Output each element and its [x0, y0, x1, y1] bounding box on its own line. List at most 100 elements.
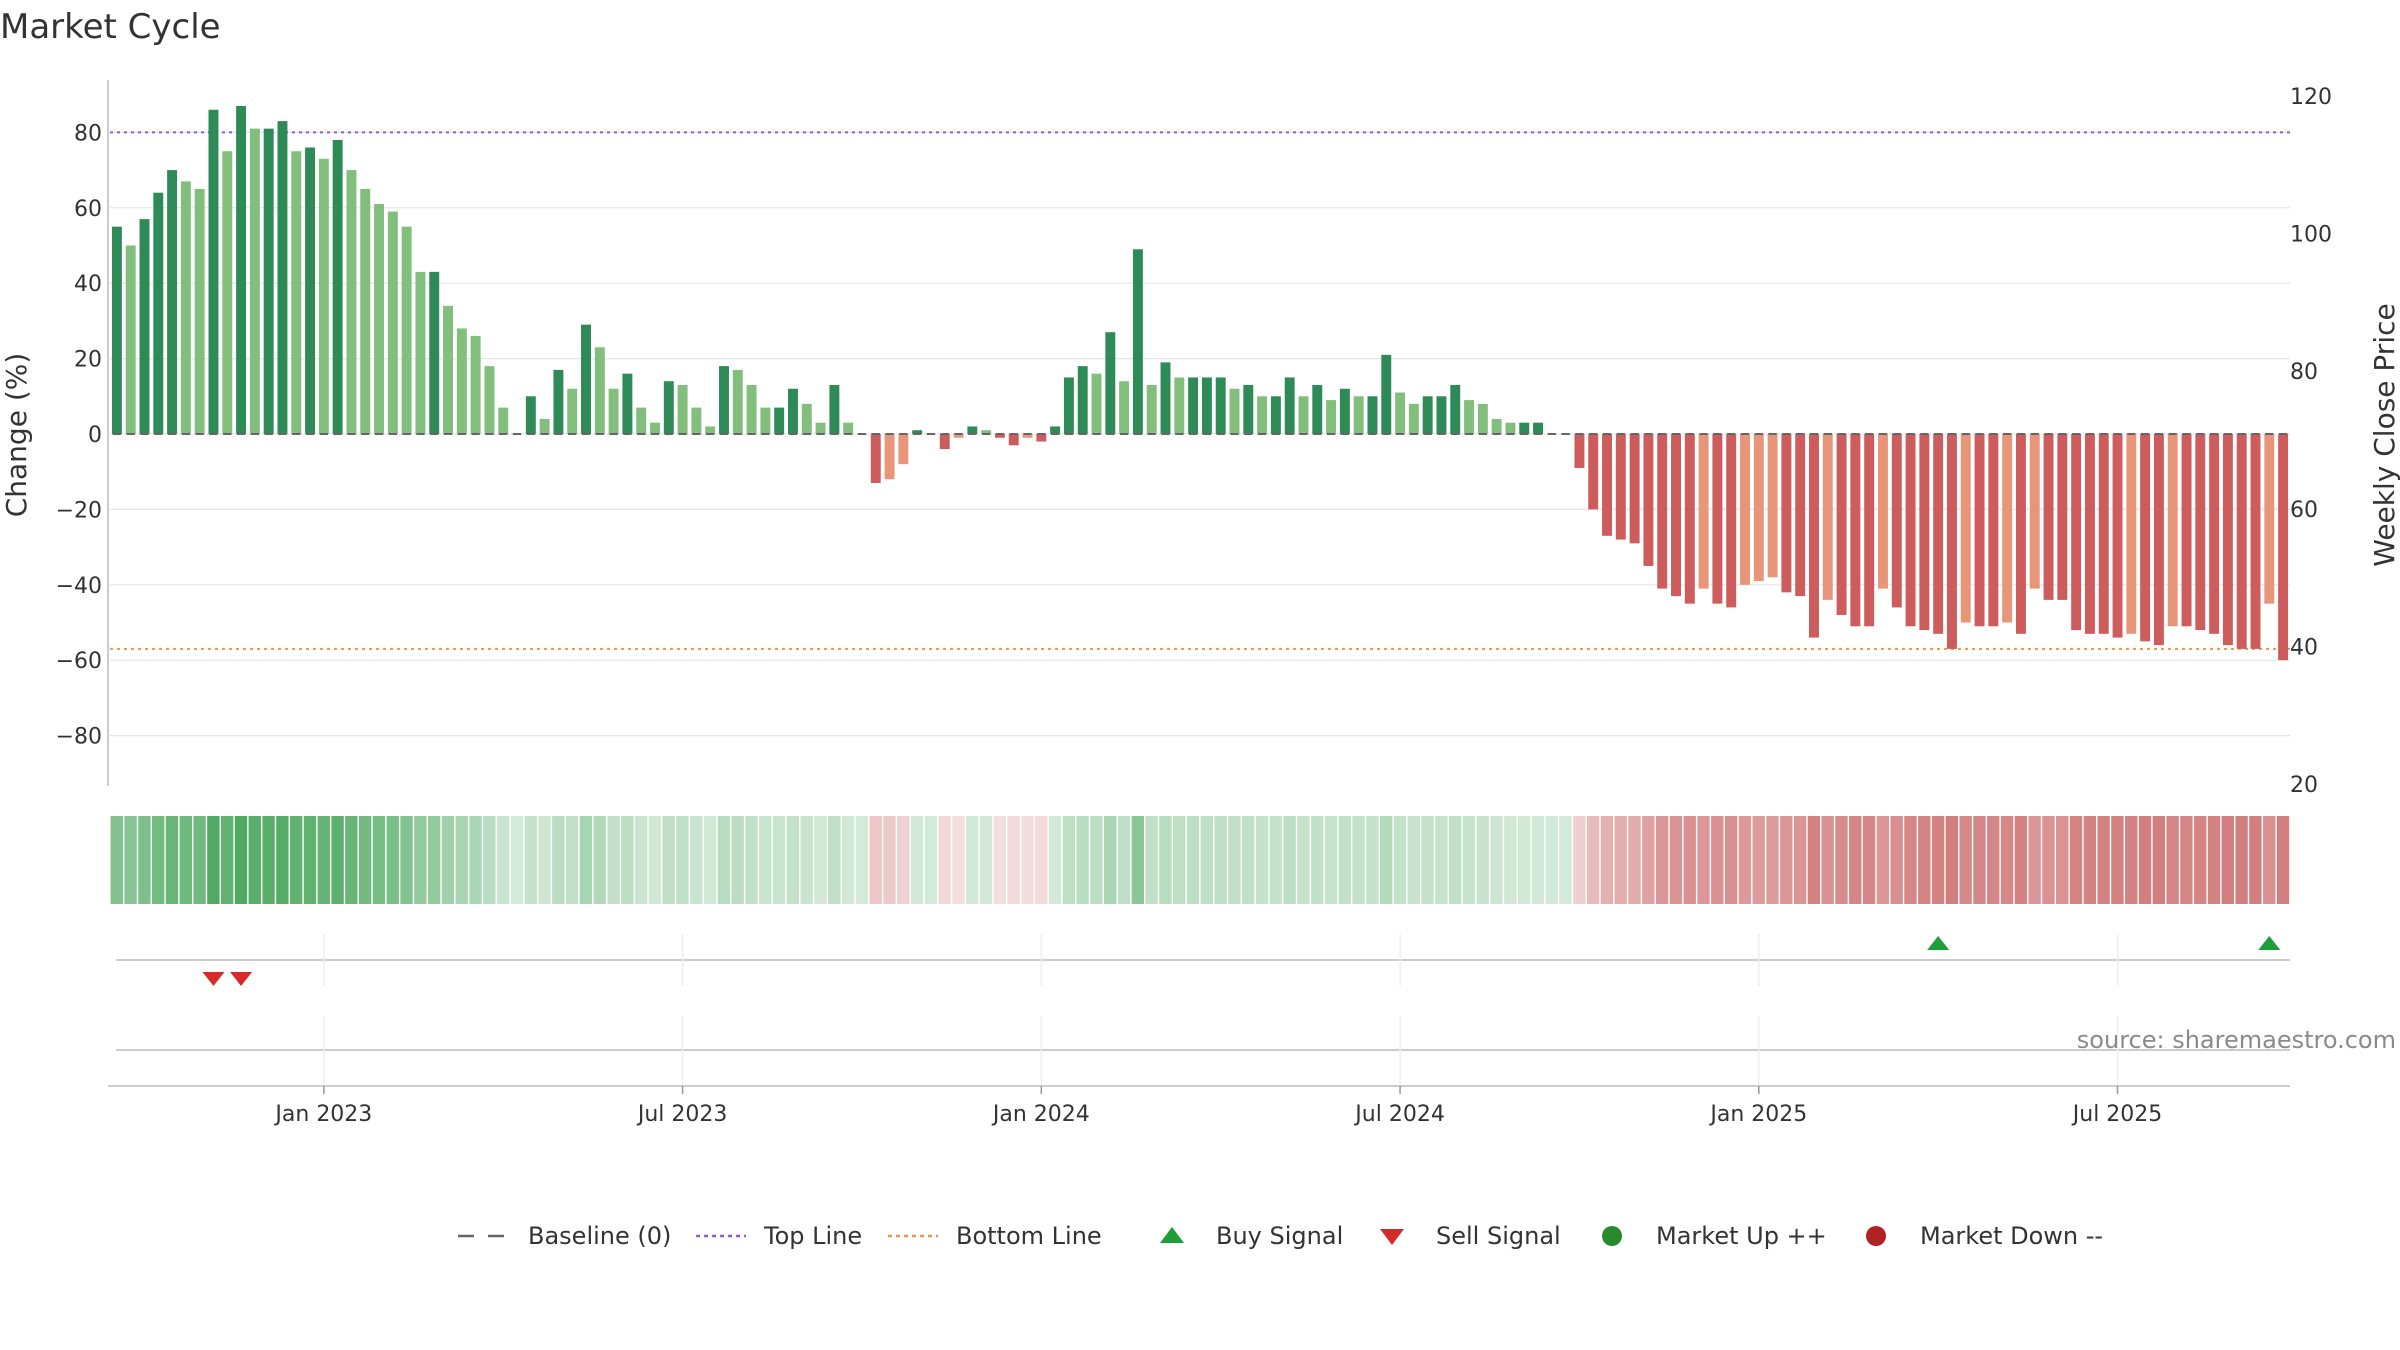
- strip-cell: [966, 816, 979, 904]
- y-tick-label: −20: [56, 498, 102, 523]
- change-bar: [1505, 422, 1516, 434]
- change-bar: [277, 121, 288, 434]
- strip-cell: [1821, 816, 1834, 904]
- y-axis-label: Change (%): [0, 353, 33, 518]
- change-bar: [1091, 373, 1102, 434]
- legend-label: Buy Signal: [1216, 1222, 1343, 1250]
- change-bar: [1464, 400, 1475, 434]
- y-tick-label: −80: [56, 725, 102, 750]
- strip-cell: [179, 816, 192, 904]
- change-bar: [1629, 434, 1640, 544]
- strip-cell: [1269, 816, 1282, 904]
- strip-cell: [1214, 816, 1227, 904]
- change-bar: [870, 434, 881, 484]
- change-bar: [1974, 434, 1985, 627]
- strip-cell: [1766, 816, 1779, 904]
- change-bar: [663, 381, 674, 434]
- legend-circle-icon: [1602, 1226, 1622, 1246]
- change-bar: [1298, 396, 1309, 434]
- y2-tick-label: 40: [2290, 635, 2318, 660]
- strip-cell: [1255, 816, 1269, 904]
- strip-cell: [952, 816, 965, 904]
- change-bar: [608, 388, 619, 434]
- change-bar: [539, 418, 550, 434]
- change-bar: [1339, 388, 1350, 434]
- strip-cell: [552, 816, 565, 904]
- signal-panel: [116, 934, 2290, 1086]
- change-bar: [898, 434, 909, 465]
- buy-signal-marker: [2258, 936, 2281, 950]
- change-bar: [1753, 434, 1764, 582]
- change-bar: [1960, 434, 1971, 623]
- change-bar: [994, 434, 1005, 438]
- change-bar: [1381, 354, 1392, 434]
- strip-cell: [1393, 816, 1407, 904]
- y-tick-label: 20: [74, 348, 102, 373]
- change-bar: [498, 407, 509, 434]
- strip-cell: [1780, 816, 1793, 904]
- change-bar: [1933, 434, 1944, 634]
- strip-cell: [607, 816, 620, 904]
- chart-title: Market Cycle: [0, 7, 221, 47]
- strip-cell: [1228, 816, 1241, 904]
- change-bar: [456, 328, 467, 434]
- strip-cell: [828, 816, 841, 904]
- change-bar: [1988, 434, 1999, 627]
- strip-cell: [1945, 816, 1959, 904]
- change-bar: [1850, 434, 1861, 627]
- strip-cell: [1890, 816, 1903, 904]
- change-bar: [139, 219, 150, 434]
- strip-cell: [207, 816, 220, 904]
- strip-cell: [317, 816, 330, 904]
- change-bar: [719, 366, 729, 434]
- strip-cell: [1600, 816, 1614, 904]
- legend-circle-icon: [1866, 1226, 1886, 1246]
- change-bar: [346, 170, 357, 434]
- strip-cell: [2083, 816, 2097, 904]
- change-bar: [180, 181, 191, 434]
- strip-cell: [1628, 816, 1641, 904]
- change-bar: [2043, 434, 2054, 600]
- change-bar: [2167, 434, 2178, 627]
- y2-tick-label: 80: [2290, 360, 2318, 385]
- change-bar: [1574, 434, 1585, 468]
- axes: 80 60 40 20 0 −20 −40 −60 −80 120 100 80 60 40 20: [56, 80, 2332, 798]
- x-tick-label: Jul 2023: [636, 1102, 728, 1127]
- strip-cell: [634, 816, 648, 904]
- change-bar: [912, 430, 923, 434]
- strip-cell: [2125, 816, 2138, 904]
- source-note: source: sharemaestro.com: [2077, 1026, 2396, 1054]
- change-bar: [2029, 434, 2040, 589]
- strip-cell: [455, 816, 468, 904]
- change-bar: [1257, 396, 1268, 434]
- change-bar: [429, 271, 440, 434]
- change-bar: [167, 170, 178, 434]
- change-bar: [788, 388, 798, 434]
- legend-item: Buy Signal: [1160, 1222, 1343, 1250]
- legend-item: Bottom Line: [888, 1222, 1102, 1250]
- strip-cell: [1807, 816, 1821, 904]
- change-bar: [236, 106, 247, 434]
- change-bar: [1602, 434, 1612, 536]
- strip-cell: [1504, 816, 1517, 904]
- strip-cell: [2111, 816, 2124, 904]
- strip-cell: [414, 816, 427, 904]
- change-bar: [1919, 434, 1930, 631]
- change-bar: [1684, 434, 1695, 604]
- strip-cell: [1931, 816, 1945, 904]
- change-bar: [2250, 434, 2261, 649]
- strip-cell: [331, 816, 344, 904]
- strip-cell: [1531, 816, 1545, 904]
- strip-cell: [524, 816, 537, 904]
- strip-cell: [2097, 816, 2110, 904]
- sell-signal-marker: [202, 972, 225, 986]
- strip-cell: [2180, 816, 2193, 904]
- strip-cell: [2166, 816, 2179, 904]
- strip-cell: [759, 816, 772, 904]
- legend-item: Market Down --: [1866, 1222, 2103, 1250]
- change-bar: [774, 407, 785, 434]
- strip-cell: [1007, 816, 1020, 904]
- change-bar: [1588, 434, 1599, 510]
- change-bar: [815, 422, 826, 434]
- change-bar: [305, 147, 316, 435]
